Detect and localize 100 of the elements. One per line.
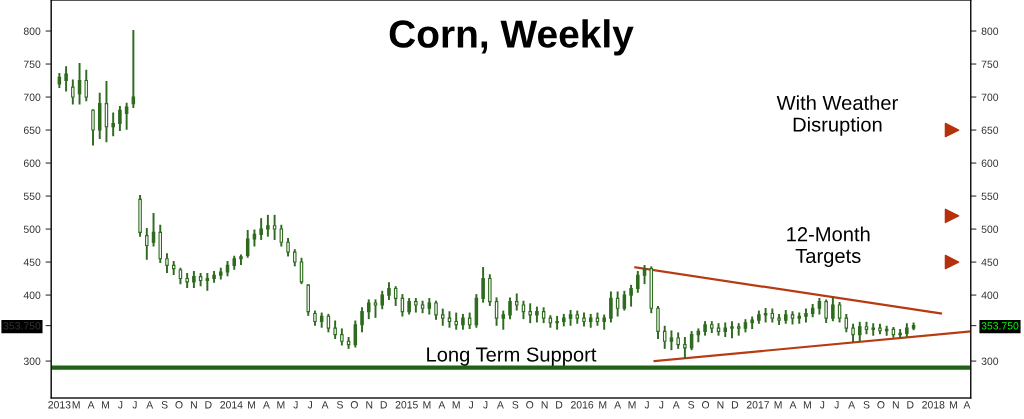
point: [944, 122, 960, 138]
candlestick: [266, 214, 270, 237]
x-tick-label: N: [366, 401, 373, 409]
x-tick-label: O: [526, 401, 534, 409]
y-tick-label: 700: [23, 93, 41, 101]
chart-title: Corn, Weekly: [389, 19, 634, 56]
candlestick: [609, 291, 613, 323]
point: [944, 208, 960, 224]
x-tick-label: M: [72, 401, 80, 409]
x-tick-label: D: [205, 401, 212, 409]
candlestick: [488, 274, 492, 306]
candlestick: [71, 79, 75, 105]
x-tick-label: M: [949, 401, 957, 409]
y2-tick-label: 300: [981, 357, 999, 365]
x-tick-label: M: [452, 401, 460, 409]
x-tick-label: S: [512, 401, 519, 409]
y2-tick-label: 353.750: [981, 322, 1019, 330]
x-tick-label: N: [190, 401, 197, 409]
x-tick-label: O: [877, 401, 885, 409]
x-tick-label: A: [848, 401, 856, 409]
x-tick-label: J: [658, 401, 664, 409]
candlestick: [683, 337, 687, 359]
x-tick-label: J: [644, 401, 649, 409]
x-tick-label: O: [350, 401, 358, 409]
x-tick-label: M: [248, 401, 256, 409]
annotation: Long Term Support: [427, 347, 597, 366]
x-tick-label: A: [438, 401, 446, 409]
x-tick-label: A: [789, 401, 797, 409]
y2-tick-label: 450: [981, 258, 999, 266]
y-tick-label: 400: [23, 291, 41, 299]
x-tick-label: 2016: [571, 401, 594, 409]
x-tick-label: O: [701, 401, 710, 409]
x-tick-label: M: [803, 401, 811, 409]
x-tick-label: D: [731, 401, 739, 409]
x-tick-label: D: [907, 401, 914, 409]
x-tick-label: D: [556, 401, 563, 409]
candlestick: [884, 325, 889, 336]
candlestick: [824, 299, 828, 324]
y-tick-label: 800: [23, 27, 41, 35]
annotation: 12-Month Targets: [787, 226, 870, 268]
x-tick-label: A: [87, 401, 95, 409]
x-tick-label: J: [293, 401, 298, 409]
y-tick-label: 600: [23, 159, 41, 167]
y2-tick-label: 800: [981, 27, 999, 35]
candlestick: [91, 109, 95, 146]
x-tick-label: J: [483, 401, 488, 409]
candlestick: [763, 307, 768, 323]
candlestick: [555, 315, 559, 330]
candlestick: [629, 284, 633, 307]
candlestick: [111, 112, 115, 137]
candlestick: [662, 325, 667, 349]
x-tick-label: N: [717, 401, 724, 409]
candlestick: [131, 30, 136, 108]
x-tick-label: J: [468, 401, 473, 409]
x-tick-label: A: [672, 401, 680, 409]
x-tick-label: 2014: [220, 401, 243, 409]
x-tick-label: A: [496, 401, 504, 409]
candlestick: [279, 224, 284, 247]
x-tick-label: 2018: [922, 401, 945, 409]
candlestick: [239, 254, 243, 266]
y2-tick-label: 400: [981, 291, 999, 299]
x-tick-label: S: [688, 401, 695, 409]
y-tick-label: 500: [23, 225, 41, 233]
x-tick-label: M: [277, 401, 285, 409]
x-tick-label: O: [175, 401, 183, 409]
x-tick-label: A: [963, 401, 971, 409]
x-tick-label: M: [423, 401, 431, 409]
candlestick: [898, 329, 902, 339]
candlestick: [299, 257, 304, 285]
x-tick-label: N: [892, 401, 899, 409]
x-tick-label: A: [146, 401, 154, 409]
x-tick-label: A: [614, 401, 622, 409]
x-tick-label: S: [336, 401, 343, 409]
y2-tick-label: 750: [981, 60, 999, 68]
x-tick-label: 2013: [48, 401, 71, 409]
x-tick-label: M: [774, 401, 782, 409]
annotation: With Weather Disruption: [776, 95, 898, 136]
candlestick: [508, 297, 512, 320]
candlestick: [636, 271, 640, 293]
x-tick-label: N: [541, 401, 548, 409]
y2-tick-label: 700: [981, 93, 999, 101]
y-tick-label: 450: [23, 258, 41, 266]
y-tick-label: 550: [23, 192, 41, 200]
x-tick-label: 2015: [395, 401, 418, 409]
y-tick-label: 650: [23, 126, 41, 134]
x-tick-label: M: [599, 401, 607, 409]
candlestick: [481, 267, 485, 303]
x-tick-label: J: [834, 401, 839, 409]
x-tick-label: J: [117, 401, 123, 409]
y2-tick-label: 650: [981, 126, 999, 134]
x-tick-label: A: [321, 401, 329, 409]
x-tick-label: J: [307, 401, 312, 409]
candlestick: [205, 272, 210, 291]
candlestick: [736, 323, 741, 336]
candlestick: [259, 218, 263, 240]
candlestick: [353, 320, 358, 348]
candlestick: [360, 307, 364, 333]
y-tick-label: 300: [23, 357, 41, 365]
candlestick: [245, 230, 250, 258]
x-tick-label: S: [863, 401, 870, 409]
